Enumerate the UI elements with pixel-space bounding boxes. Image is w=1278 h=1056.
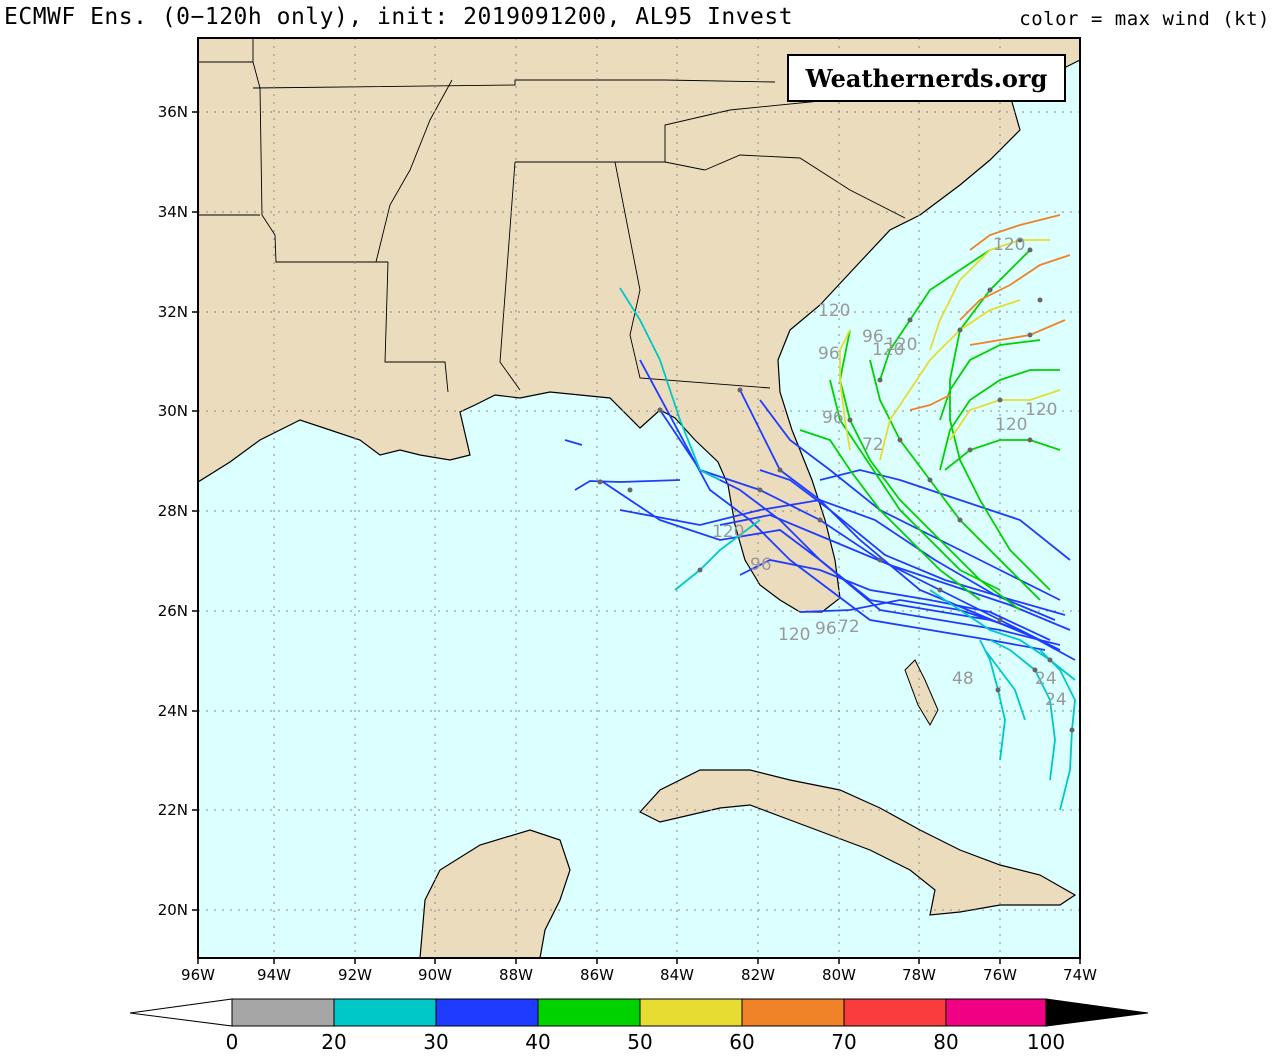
track-points [597, 237, 1075, 733]
lon-label: 88W [499, 966, 533, 984]
hour-label: 120 [712, 522, 744, 542]
hour-label: 120 [778, 625, 810, 645]
map-frame [197, 37, 1081, 959]
lon-label: 90W [418, 966, 452, 984]
graticule [198, 38, 1080, 958]
lon-label: 92W [338, 966, 372, 984]
colorbar-tick-label: 100 [1026, 1030, 1066, 1054]
hour-label: 96 [862, 327, 884, 347]
colorbar-tick-label: 0 [225, 1030, 239, 1054]
hour-label: 120 [995, 415, 1027, 435]
colorbar-tick-label: 60 [729, 1030, 755, 1054]
colorbar-bin [435, 998, 539, 1027]
lon-label: 78W [902, 966, 936, 984]
colorbar-tick-label: 50 [627, 1030, 653, 1054]
hour-label: 24 [1045, 690, 1067, 710]
lon-label: 76W [983, 966, 1017, 984]
colorbar-bin [333, 998, 437, 1027]
colorbar-bin [639, 998, 743, 1027]
hour-label: 96 [815, 619, 837, 639]
lat-label: 28N [157, 502, 188, 520]
hour-label: 24 [1035, 669, 1057, 689]
hour-label: 120 [1025, 400, 1057, 420]
lon-label: 96W [181, 966, 215, 984]
hour-label: 72 [838, 617, 860, 637]
hour-label: 96 [822, 408, 844, 428]
colorbar-bin [843, 998, 947, 1027]
lat-label: 32N [157, 303, 188, 321]
hour-label: 120 [993, 235, 1025, 255]
lon-label: 84W [660, 966, 694, 984]
forecast-hour-labels: 120 120 96 120 96 72 96 120 120 96 120 1… [712, 235, 1067, 710]
lon-label: 94W [257, 966, 291, 984]
map-title: ECMWF Ens. (0−120h only), init: 20190912… [4, 4, 794, 30]
lon-label: 80W [822, 966, 856, 984]
lat-label: 24N [157, 702, 188, 720]
lat-label: 20N [157, 901, 188, 919]
colorbar-tick-label: 40 [525, 1030, 551, 1054]
colorbar-tick-label: 20 [321, 1030, 347, 1054]
colorbar-bin [231, 998, 335, 1027]
colorbar-bin [945, 998, 1047, 1027]
colorbar-tick-label: 30 [423, 1030, 449, 1054]
watermark: Weathernerds.org [787, 54, 1066, 102]
colorbar-tick-label: 70 [831, 1030, 857, 1054]
colorbar-low-arrow [129, 998, 233, 1027]
colorbar-bin [741, 998, 845, 1027]
colorbar [129, 998, 1149, 1027]
lon-label: 86W [580, 966, 614, 984]
color-legend-title: color = max wind (kt) [1019, 8, 1270, 30]
land-bahamas [904, 659, 939, 727]
hour-label: 72 [862, 435, 884, 455]
hour-label: 120 [818, 301, 850, 321]
hour-label: 120 [872, 340, 904, 360]
hour-label: 120 [885, 335, 917, 355]
hour-label: 96 [818, 344, 840, 364]
land-yucatan [419, 829, 571, 958]
lat-label: 34N [157, 203, 188, 221]
colorbar-tick-label: 80 [933, 1030, 959, 1054]
hour-label: 48 [952, 669, 974, 689]
land-cuba [639, 769, 1077, 916]
hour-label: 96 [750, 555, 772, 575]
colorbar-high-arrow [1045, 998, 1149, 1027]
lon-label: 82W [741, 966, 775, 984]
lat-label: 36N [157, 103, 188, 121]
axis-ticks [192, 111, 1081, 964]
lat-label: 22N [157, 801, 188, 819]
lat-label: 30N [157, 402, 188, 420]
colorbar-bin [537, 998, 641, 1027]
lat-label: 26N [157, 602, 188, 620]
lon-label: 74W [1063, 966, 1097, 984]
